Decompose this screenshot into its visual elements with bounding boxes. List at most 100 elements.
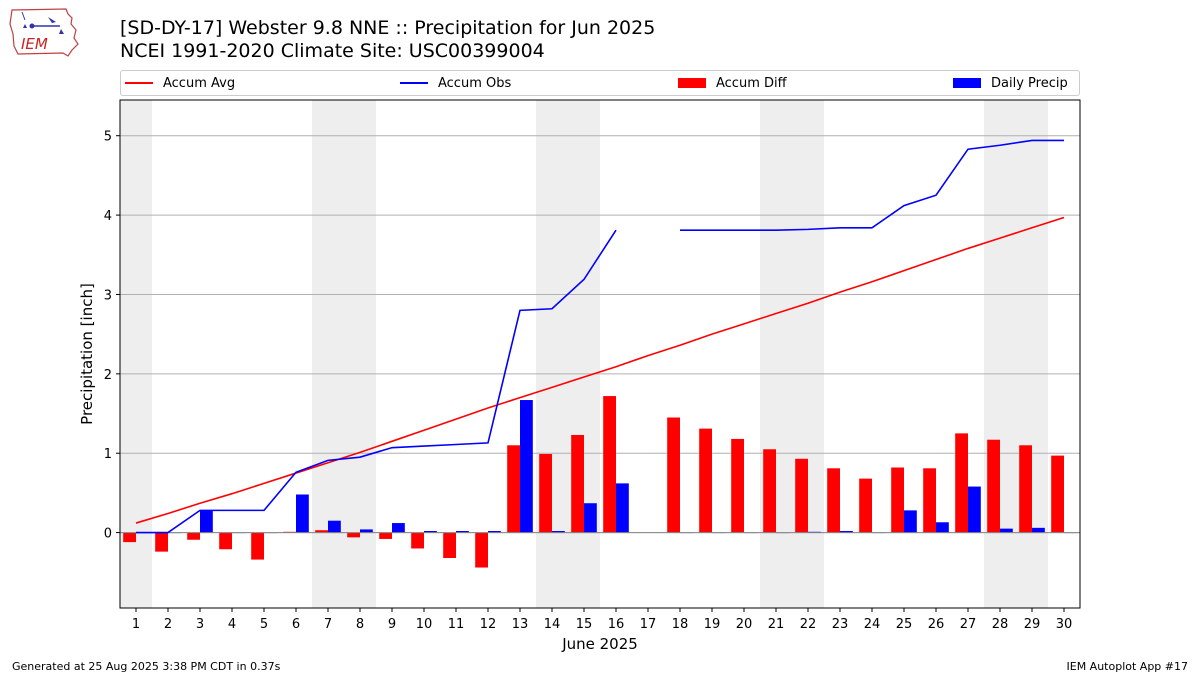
line-series — [135, 139, 1065, 534]
app-id: IEM Autoplot App #17 — [1066, 660, 1189, 673]
daily-precip-bar — [552, 531, 565, 533]
accum-diff-bar — [731, 438, 744, 533]
x-tick-label: 12 — [480, 617, 497, 632]
daily-precip-bar — [360, 529, 373, 533]
legend-label-accum-obs: Accum Obs — [438, 75, 512, 91]
daily-precip-bar — [392, 523, 405, 533]
x-tick-label: 29 — [1024, 617, 1041, 632]
accum-diff-bar — [1051, 455, 1064, 533]
x-tick-label: 4 — [228, 617, 236, 632]
legend-label-daily-precip: Daily Precip — [991, 75, 1068, 91]
x-tick-label: 8 — [356, 617, 364, 632]
accum-avg-line — [135, 216, 1065, 524]
y-tick-label: 3 — [104, 288, 112, 303]
x-tick-label: 11 — [448, 617, 465, 632]
x-tick-label: 27 — [960, 617, 977, 632]
daily-precip-bar — [840, 531, 853, 533]
x-tick-label: 25 — [896, 617, 913, 632]
accum-diff-bar — [315, 530, 328, 533]
accum-diff-bar — [603, 396, 616, 533]
y-tick-label: 4 — [104, 209, 112, 224]
legend-label-accum-diff: Accum Diff — [716, 75, 787, 91]
daily-precip-bar — [296, 494, 309, 533]
x-tick-label: 20 — [736, 617, 753, 632]
daily-precip-bar — [424, 531, 437, 533]
plot-frame — [119, 99, 1081, 609]
daily-precip-bar — [616, 483, 629, 533]
x-tick-label: 22 — [800, 617, 817, 632]
x-tick-label: 26 — [928, 617, 945, 632]
daily-precip-bar — [1032, 527, 1045, 533]
x-tick-label: 9 — [388, 617, 396, 632]
legend-swatch-daily-precip — [953, 78, 981, 88]
accum-diff-bar — [891, 467, 904, 533]
x-tick-label: 13 — [512, 617, 529, 632]
x-tick-label: 7 — [324, 617, 332, 632]
accum-diff-bar — [827, 468, 840, 533]
accum-diff-bar — [763, 449, 776, 533]
legend-swatch-accum-avg — [125, 82, 153, 84]
accum-diff-bar — [251, 532, 264, 560]
x-axis-label: June 2025 — [561, 635, 638, 653]
iem-logo: IEM — [8, 6, 80, 58]
weekend-shading — [120, 100, 1048, 608]
daily-precip-bar — [1000, 528, 1013, 533]
accum-diff-bar — [699, 428, 712, 533]
accum-diff-bar — [987, 439, 1000, 533]
daily-precip-bar — [328, 520, 341, 533]
weekend-shade — [120, 100, 152, 608]
accum-diff-bar — [155, 532, 168, 552]
daily-precip-bar — [936, 522, 949, 533]
y-tick-label: 2 — [104, 368, 112, 383]
x-tick-label: 10 — [416, 617, 433, 632]
logo-text: IEM — [21, 35, 48, 53]
x-tick-label: 5 — [260, 617, 268, 632]
bar-series — [120, 396, 1080, 568]
daily-precip-bar — [456, 531, 469, 533]
y-axis-label: Precipitation [inch] — [78, 283, 96, 425]
x-tick-label: 21 — [768, 617, 785, 632]
x-tick-label: 30 — [1056, 617, 1073, 632]
accum-diff-bar — [187, 532, 200, 540]
x-tick-label: 15 — [576, 617, 593, 632]
legend-swatch-accum-obs — [400, 82, 428, 84]
accum-diff-bar — [379, 532, 392, 539]
accum-diff-bar — [667, 417, 680, 533]
x-tick-label: 1 — [132, 617, 140, 632]
accum-diff-bar — [859, 478, 872, 533]
accum-diff-bar — [475, 532, 488, 568]
x-tick-label: 2 — [164, 617, 172, 632]
x-tick-label: 19 — [704, 617, 721, 632]
daily-precip-bar — [520, 400, 533, 533]
x-tick-label: 16 — [608, 617, 625, 632]
daily-precip-bar — [488, 531, 501, 533]
legend-swatch-accum-diff — [678, 78, 706, 88]
x-tick-label: 23 — [832, 617, 849, 632]
accum-diff-bar — [571, 434, 584, 533]
accum-diff-bar — [411, 532, 424, 549]
accum-diff-bar — [795, 458, 808, 533]
daily-precip-bar — [904, 510, 917, 533]
legend-item-accum-obs: Accum Obs — [400, 71, 511, 95]
accum-obs-line — [680, 139, 1064, 231]
y-tick-label: 0 — [104, 527, 112, 542]
legend-label-accum-avg: Accum Avg — [163, 75, 236, 91]
chart-legend: Accum Avg Accum Obs Accum Diff Daily Pre… — [120, 70, 1080, 96]
legend-item-accum-diff: Accum Diff — [678, 71, 787, 95]
x-tick-label: 28 — [992, 617, 1009, 632]
accum-diff-bar — [1019, 445, 1032, 533]
x-tick-label: 17 — [640, 617, 657, 632]
accum-diff-bar — [347, 532, 360, 538]
daily-precip-bar — [968, 486, 981, 533]
daily-precip-bar — [584, 503, 597, 533]
x-tick-label: 24 — [864, 617, 881, 632]
accum-diff-bar — [539, 454, 552, 533]
x-axis: 1 2 3 4 5 6 7 8 9 10 11 12 13 14 15 16 17 18 19 20 21 22 23 24 2… — [132, 608, 1072, 632]
y-tick-label: 5 — [104, 130, 112, 145]
x-tick-label: 14 — [544, 617, 561, 632]
weekend-shade — [312, 100, 376, 608]
x-tick-label: 18 — [672, 617, 689, 632]
y-tick-label: 1 — [104, 447, 112, 462]
x-tick-label: 3 — [196, 617, 204, 632]
